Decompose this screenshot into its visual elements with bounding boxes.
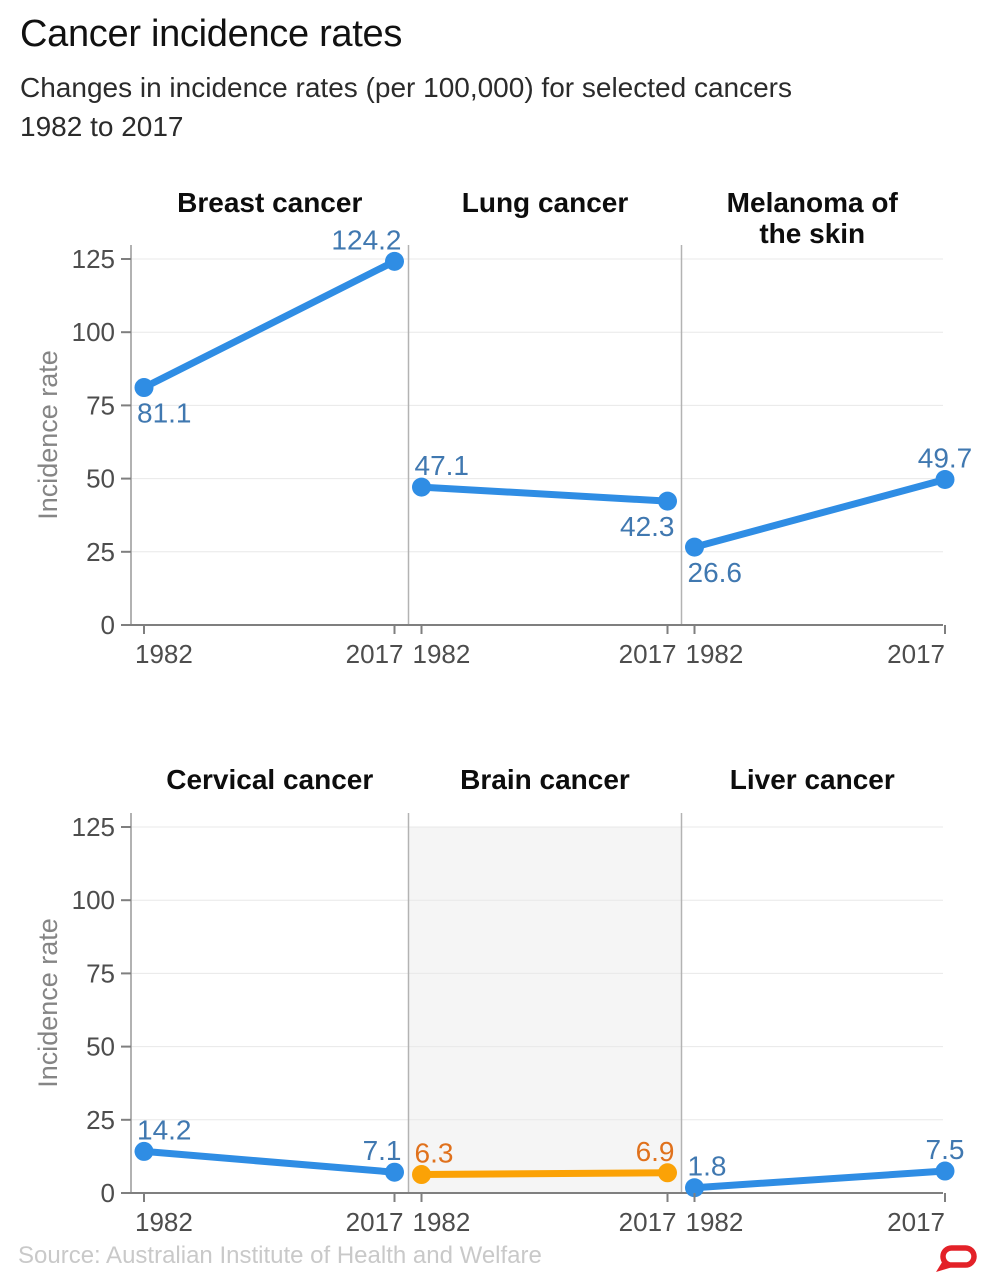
y-tick-label: 100 [72, 885, 115, 915]
data-point [685, 537, 704, 557]
y-tick-label: 25 [86, 537, 115, 567]
highlight-background [409, 827, 681, 1193]
chart-subtitle: Changes in incidence rates (per 100,000)… [20, 68, 792, 146]
trend-line [691, 475, 949, 551]
x-tick-label: 2017 [346, 639, 404, 669]
x-tick-label: 2017 [619, 1207, 677, 1237]
source-note: Source: Australian Institute of Health a… [18, 1242, 542, 1269]
value-label: 6.3 [415, 1138, 454, 1169]
value-label: 49.7 [918, 442, 973, 473]
trend-line [418, 1169, 671, 1179]
y-tick-label: 75 [86, 958, 115, 988]
x-tick-label: 1982 [686, 1207, 744, 1237]
chart-subtitle-line: Changes in incidence rates (per 100,000)… [20, 72, 792, 103]
x-tick-label: 2017 [346, 1207, 404, 1237]
panel-title: Lung cancer [462, 187, 629, 218]
value-label: 1.8 [688, 1151, 727, 1182]
data-point [385, 251, 404, 271]
data-point [412, 477, 431, 497]
panel-title: Cervical cancer [166, 764, 373, 795]
x-tick-label: 1982 [686, 639, 744, 669]
panel-title: Breast cancer [177, 187, 362, 218]
trend-line [140, 1147, 398, 1176]
logo-bubble [940, 1245, 977, 1268]
y-tick-label: 50 [86, 464, 115, 494]
value-label: 6.9 [636, 1136, 675, 1167]
value-label: 14.2 [137, 1114, 192, 1145]
trend-line [691, 1167, 949, 1192]
y-tick-label: 0 [101, 1178, 115, 1208]
trend-line [140, 257, 398, 392]
speech-bubble-logo-icon [936, 1245, 977, 1272]
y-tick-label: 125 [72, 244, 115, 274]
data-point [412, 1165, 431, 1185]
value-label: 26.6 [688, 557, 743, 588]
chart-subtitle-line: 1982 to 2017 [20, 111, 184, 142]
y-tick-label: 75 [86, 390, 115, 420]
y-tick-label: 0 [101, 610, 115, 640]
value-label: 7.1 [363, 1135, 402, 1166]
panel-title: Brain cancer [460, 764, 630, 795]
x-tick-label: 1982 [413, 1207, 471, 1237]
data-point [658, 1163, 677, 1183]
value-label: 124.2 [331, 224, 401, 255]
value-label: 7.5 [926, 1134, 965, 1165]
y-tick-label: 25 [86, 1105, 115, 1135]
trend-line [418, 483, 671, 505]
panel-title: Liver cancer [730, 764, 895, 795]
data-point [658, 491, 677, 511]
data-point [685, 1178, 704, 1198]
y-tick-label: 125 [72, 812, 115, 842]
y-tick-label: 100 [72, 317, 115, 347]
panel-title: Melanoma of [727, 187, 899, 218]
x-tick-label: 2017 [887, 1207, 945, 1237]
chart-title: Cancer incidence rates [20, 13, 403, 55]
x-tick-label: 2017 [619, 639, 677, 669]
y-tick-label: 50 [86, 1032, 115, 1062]
data-point [134, 1141, 154, 1161]
value-label: 47.1 [415, 450, 470, 481]
data-point [935, 469, 955, 489]
value-label: 81.1 [137, 398, 192, 429]
value-label: 42.3 [620, 511, 675, 542]
data-point [134, 378, 154, 398]
x-tick-label: 1982 [135, 1207, 193, 1237]
data-point [385, 1162, 404, 1182]
panel-title: the skin [759, 218, 865, 249]
x-tick-label: 1982 [413, 639, 471, 669]
y-axis-title: Incidence rate [33, 918, 63, 1088]
x-tick-label: 1982 [135, 639, 193, 669]
data-point [935, 1161, 955, 1181]
y-axis-title: Incidence rate [33, 350, 63, 520]
x-tick-label: 2017 [887, 639, 945, 669]
